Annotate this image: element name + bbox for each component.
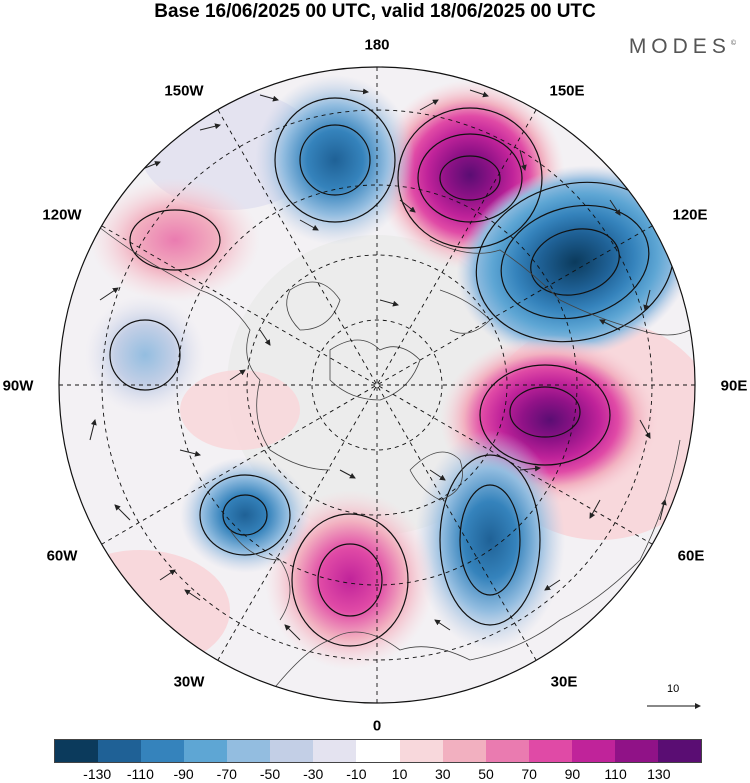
colorbar-swatch-10 <box>485 740 529 762</box>
lon-label-150w: 150W <box>164 82 204 100</box>
colorbar-swatch-8 <box>399 740 443 762</box>
colorbar-tick-label: -70 <box>216 766 237 782</box>
lon-label-0: 0 <box>372 717 382 735</box>
colorbar-swatch-12 <box>571 740 615 762</box>
colorbar-swatch-14 <box>657 740 701 762</box>
colorbar-tick-label: 10 <box>391 766 408 782</box>
colorbar-swatch-6 <box>313 740 357 762</box>
negative-anomaly-east-asia <box>456 165 694 359</box>
colorbar-swatch-2 <box>141 740 185 762</box>
landmass-outlines <box>89 219 691 703</box>
colorbar <box>54 739 702 763</box>
polar-map <box>58 66 701 709</box>
colorbar-swatch-0 <box>55 740 99 762</box>
map-title: Base 16/06/2025 00 UTC, valid 18/06/2025… <box>154 1 596 22</box>
colorbar-swatch-7 <box>356 740 400 762</box>
lon-label-90w: 90W <box>2 377 34 395</box>
colorbar-swatch-13 <box>614 740 658 762</box>
lon-label-150e: 150E <box>549 82 585 100</box>
wind-vectors <box>89 88 667 641</box>
brand-mark: © <box>730 40 736 47</box>
negative-anomaly-eastern-europe <box>415 430 565 650</box>
colorbar-tick-label: 110 <box>604 766 627 782</box>
lon-label-120w: 120W <box>42 206 82 224</box>
colorbar-tick-label: -30 <box>303 766 324 782</box>
colorbar-swatch-5 <box>270 740 314 762</box>
lon-label-180: 180 <box>364 36 390 54</box>
brand-name: MODES <box>628 35 731 58</box>
lon-label-120e: 120E <box>672 206 708 224</box>
lon-label-60e: 60E <box>677 547 705 565</box>
negative-anomaly-north-atlantic <box>180 457 310 573</box>
colorbar-swatch-3 <box>184 740 228 762</box>
positive-anomaly-western-canada <box>90 178 260 302</box>
lon-label-30e: 30E <box>550 673 578 691</box>
negative-anomaly-north-pacific <box>255 75 415 245</box>
brand-logo: MODES© <box>629 35 736 59</box>
reference-vector-value: 10 <box>667 683 680 695</box>
lon-label-30w: 30W <box>173 673 205 691</box>
colorbar-tick-label: -110 <box>126 766 154 782</box>
colorbar-tick-label: 130 <box>647 766 671 782</box>
colorbar-tick-label: 30 <box>435 766 451 782</box>
colorbar-swatch-1 <box>98 740 142 762</box>
colorbar-tick-label: -50 <box>259 766 281 782</box>
colorbar-tick-label: -90 <box>173 766 194 782</box>
colorbar-tick-label: 90 <box>564 766 581 782</box>
lon-label-60w: 60W <box>46 547 78 565</box>
colorbar-tick-label: 70 <box>521 766 537 782</box>
lon-label-90e: 90E <box>720 377 748 395</box>
colorbar-tick-label: -130 <box>83 766 112 782</box>
colorbar-swatch-11 <box>528 740 572 762</box>
colorbar-tick-label: 50 <box>478 766 494 782</box>
colorbar-tick-label: -10 <box>346 766 367 782</box>
graticule <box>59 67 695 703</box>
colorbar-swatch-9 <box>442 740 486 762</box>
anomaly-field <box>59 67 695 703</box>
colorbar-swatch-4 <box>227 740 271 762</box>
